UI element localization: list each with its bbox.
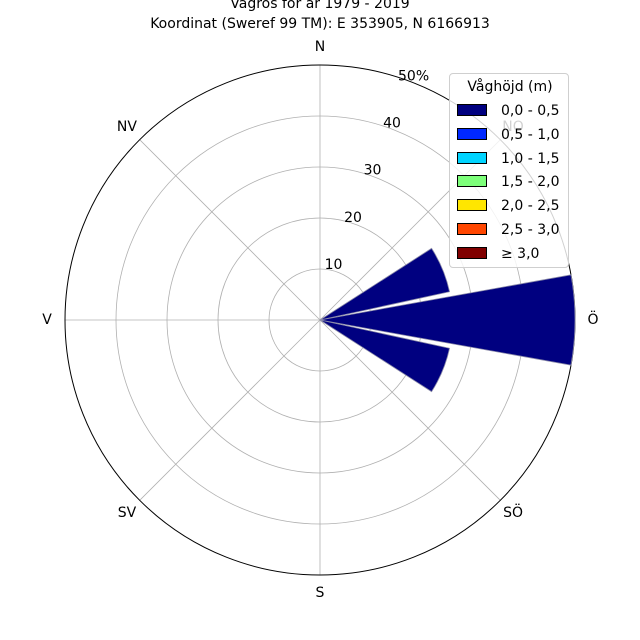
legend-label: 1,0 - 1,5 xyxy=(501,151,560,167)
radial-gridline xyxy=(319,319,501,501)
legend-item: 2,0 - 2,5 xyxy=(457,196,569,216)
wave-bar xyxy=(319,247,451,321)
legend-item: 1,0 - 1,5 xyxy=(457,149,569,169)
direction-label: Ö xyxy=(587,310,598,328)
radial-tick-label: 20 xyxy=(344,210,362,226)
legend-swatch xyxy=(457,199,487,211)
legend-label: 2,5 - 3,0 xyxy=(501,222,560,238)
legend-item: 0,0 - 0,5 xyxy=(457,101,569,121)
legend-label: 2,0 - 2,5 xyxy=(501,198,560,214)
legend-swatch xyxy=(457,152,487,164)
direction-label: SÖ xyxy=(503,503,523,521)
legend-item: ≥ 3,0 xyxy=(457,244,569,264)
chart-subtitle: Koordinat (Sweref 99 TM): E 353905, N 61… xyxy=(150,16,490,32)
chart-title-block: Vågros för år 1979 - 2019 Koordinat (Swe… xyxy=(0,0,640,34)
legend-label: 0,0 - 0,5 xyxy=(501,103,560,119)
legend-item: 0,5 - 1,0 xyxy=(457,125,569,145)
legend-item: 2,5 - 3,0 xyxy=(457,220,569,240)
legend-label: 0,5 - 1,0 xyxy=(501,127,560,143)
legend-swatch xyxy=(457,247,487,259)
legend-swatch xyxy=(457,128,487,140)
legend-swatch xyxy=(457,175,487,187)
radial-gridline xyxy=(139,139,321,321)
direction-label: V xyxy=(42,312,52,328)
legend: Våghöjd (m) 0,0 - 0,5 0,5 - 1,0 1,0 - 1,… xyxy=(449,73,569,268)
direction-label: NV xyxy=(117,119,137,135)
legend-swatch xyxy=(457,223,487,235)
wave-bar xyxy=(319,319,451,393)
chart-title: Vågros för år 1979 - 2019 xyxy=(230,0,410,12)
wave-bar xyxy=(319,274,576,366)
direction-label: N xyxy=(315,39,325,55)
wave-rose-bars xyxy=(319,247,576,393)
radial-tick-label: 50% xyxy=(398,68,429,84)
radial-gridline xyxy=(139,319,321,501)
legend-swatch xyxy=(457,104,487,116)
legend-title: Våghöjd (m) xyxy=(467,79,553,95)
radial-tick-label: 30 xyxy=(364,163,382,179)
legend-label: ≥ 3,0 xyxy=(501,246,540,262)
radial-tick-label: 10 xyxy=(325,257,343,273)
legend-item: 1,5 - 2,0 xyxy=(457,172,569,192)
direction-label: SV xyxy=(118,505,137,521)
radial-tick-label: 40 xyxy=(383,116,401,132)
direction-label: S xyxy=(316,585,325,601)
legend-label: 1,5 - 2,0 xyxy=(501,174,560,190)
